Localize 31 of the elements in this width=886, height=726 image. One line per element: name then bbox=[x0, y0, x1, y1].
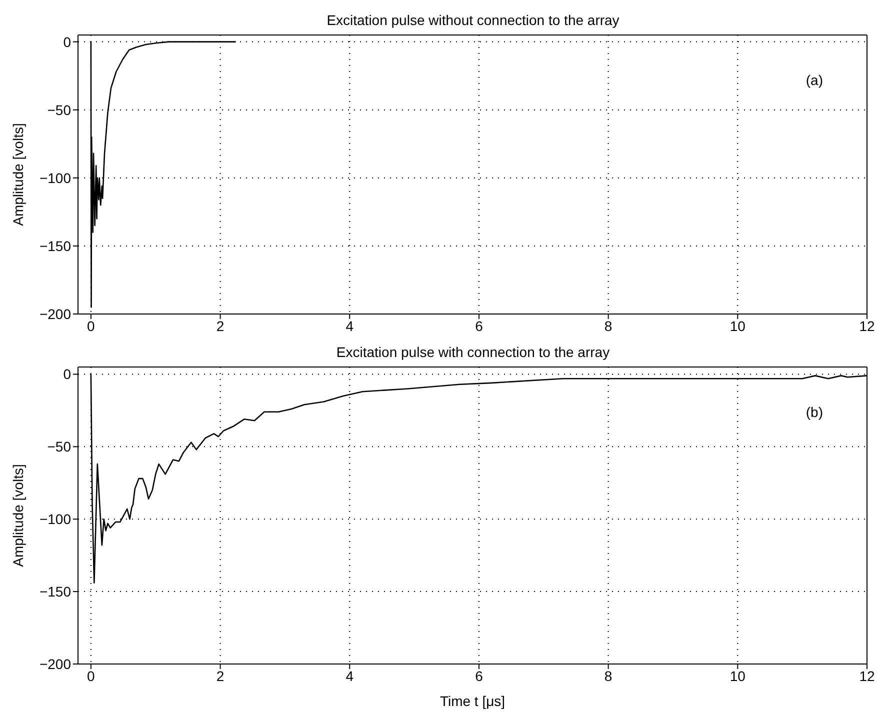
x-tick-label: 0 bbox=[87, 318, 96, 334]
x-tick-label: 8 bbox=[604, 668, 612, 684]
y-tick-label: 0 bbox=[63, 34, 72, 50]
x-tick-label: 2 bbox=[216, 668, 224, 684]
x-tick-label: 10 bbox=[730, 318, 746, 334]
y-axis-title: Amplitude [volts] bbox=[10, 464, 26, 567]
y-tick-label: −50 bbox=[47, 102, 72, 118]
chart-title: Excitation pulse without connection to the array bbox=[326, 12, 620, 28]
x-tick-label: 4 bbox=[346, 318, 354, 334]
y-tick-label: −200 bbox=[39, 656, 72, 672]
x-tick-label: 8 bbox=[604, 318, 612, 334]
annotation: (b) bbox=[806, 404, 823, 420]
x-tick-label: 12 bbox=[859, 318, 875, 334]
x-tick-label: 0 bbox=[87, 668, 96, 684]
x-axis-title: Time t [μs] bbox=[440, 693, 506, 709]
y-tick-label: 0 bbox=[63, 366, 72, 382]
x-tick-label: 10 bbox=[730, 668, 746, 684]
y-axis-title: Amplitude [volts] bbox=[10, 123, 26, 226]
y-tick-label: −150 bbox=[39, 238, 72, 254]
y-tick-label: −150 bbox=[39, 584, 72, 600]
annotation: (a) bbox=[806, 72, 823, 88]
x-tick-label: 12 bbox=[859, 668, 875, 684]
y-tick-label: −100 bbox=[39, 170, 72, 186]
y-tick-label: −100 bbox=[39, 511, 72, 528]
x-tick-label: 4 bbox=[346, 668, 354, 684]
y-tick-label: −200 bbox=[39, 306, 72, 322]
y-tick-label: −50 bbox=[47, 438, 72, 455]
chart-title: Excitation pulse with connection to the array bbox=[335, 344, 611, 360]
x-tick-label: 2 bbox=[216, 318, 224, 334]
x-tick-label: 6 bbox=[475, 318, 484, 334]
x-tick-label: 6 bbox=[475, 668, 484, 684]
